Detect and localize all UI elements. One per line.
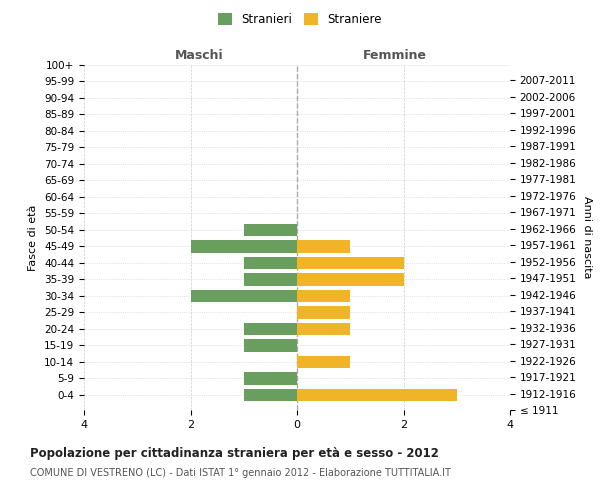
Text: Popolazione per cittadinanza straniera per età e sesso - 2012: Popolazione per cittadinanza straniera p…: [30, 448, 439, 460]
Bar: [244, 340, 297, 351]
Bar: [297, 257, 404, 269]
Bar: [191, 240, 297, 252]
Bar: [244, 274, 297, 285]
Bar: [244, 257, 297, 269]
Y-axis label: Anni di nascita: Anni di nascita: [582, 196, 592, 279]
Bar: [297, 274, 404, 285]
Text: COMUNE DI VESTRENO (LC) - Dati ISTAT 1° gennaio 2012 - Elaborazione TUTTITALIA.I: COMUNE DI VESTRENO (LC) - Dati ISTAT 1° …: [30, 468, 451, 477]
Bar: [244, 224, 297, 236]
Text: Femmine: Femmine: [363, 48, 427, 62]
Bar: [191, 290, 297, 302]
Bar: [297, 240, 350, 252]
Bar: [297, 389, 457, 401]
Bar: [297, 290, 350, 302]
Bar: [244, 372, 297, 384]
Bar: [297, 323, 350, 335]
Bar: [244, 323, 297, 335]
Bar: [244, 389, 297, 401]
Legend: Stranieri, Straniere: Stranieri, Straniere: [213, 8, 387, 31]
Bar: [297, 306, 350, 318]
Text: Maschi: Maschi: [175, 48, 223, 62]
Bar: [297, 356, 350, 368]
Y-axis label: Fasce di età: Fasce di età: [28, 204, 38, 270]
